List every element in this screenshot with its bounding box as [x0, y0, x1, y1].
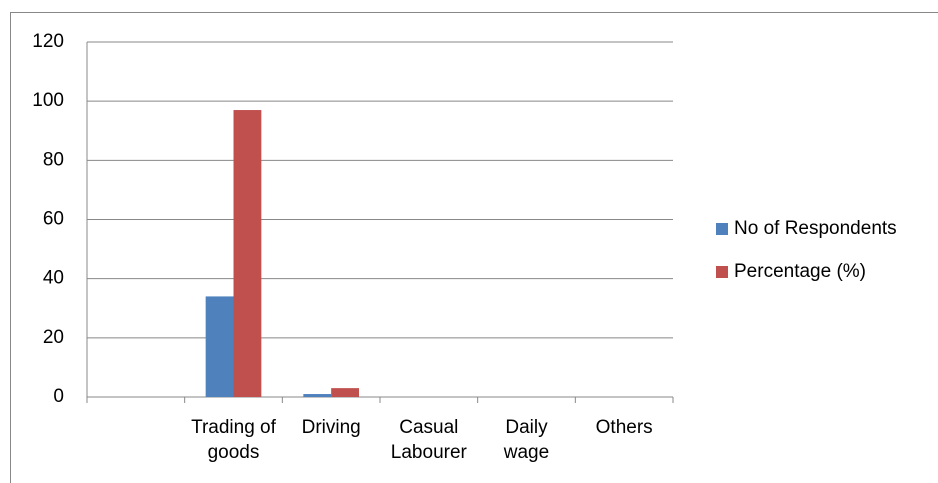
- x-tick-label: Driving: [301, 417, 361, 438]
- bar: [303, 394, 332, 397]
- y-tick-label: 120: [32, 31, 64, 52]
- y-tick-label: 40: [43, 268, 64, 289]
- y-tick-label: 60: [43, 209, 64, 230]
- y-tick-label: 20: [43, 327, 64, 348]
- x-tick-label: Trading of goods: [191, 417, 276, 463]
- y-tick-label: 100: [32, 90, 64, 111]
- x-tick-label: Others: [595, 417, 653, 438]
- y-tick-label: 80: [43, 149, 64, 170]
- bar: [205, 296, 234, 397]
- x-tick-label: Daily wage: [503, 417, 550, 463]
- bar: [233, 110, 262, 398]
- legend-swatch: [716, 266, 728, 278]
- legend-label: No of Respondents: [734, 218, 897, 239]
- chart-border: [10, 12, 938, 483]
- bar: [331, 388, 360, 397]
- y-tick-label: 0: [53, 386, 64, 407]
- legend-label: Percentage (%): [734, 261, 866, 282]
- legend-swatch: [716, 223, 728, 235]
- x-tick-label: Casual Labourer: [390, 417, 467, 463]
